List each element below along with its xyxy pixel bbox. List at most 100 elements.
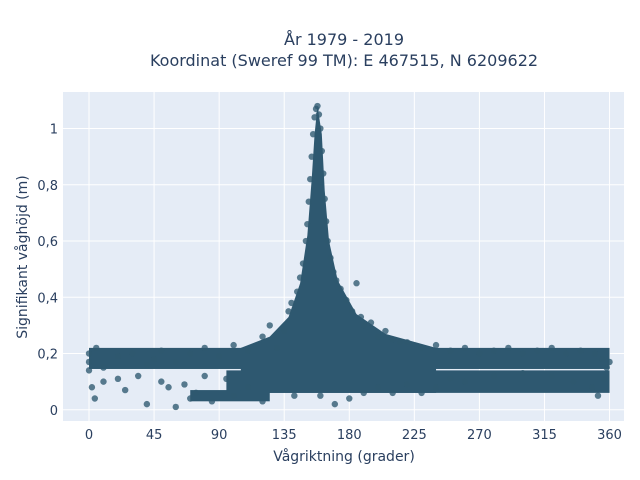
scatter-point (208, 398, 216, 405)
scatter-point (192, 389, 200, 397)
scatter-point (318, 147, 326, 155)
scatter-point (337, 285, 344, 293)
scatter-point (302, 237, 310, 245)
chart-title: År 1979 - 2019 (284, 30, 404, 49)
y-tick-label: 1 (50, 123, 58, 138)
scatter-point (85, 350, 93, 357)
scatter-point (317, 392, 324, 399)
scatter-point (223, 375, 230, 383)
x-tick-label: 0 (85, 428, 93, 443)
scatter-point (327, 254, 334, 262)
scatter-point (367, 319, 375, 326)
scatter-point (382, 327, 389, 335)
scatter-point (305, 198, 312, 205)
scatter-point (603, 364, 610, 371)
scatter-point (114, 353, 122, 360)
scatter-point (375, 384, 382, 391)
scatter-point (230, 392, 237, 399)
scatter-point (577, 347, 584, 354)
scatter-point (281, 327, 288, 335)
scatter-point (244, 347, 252, 354)
scatter-point (134, 372, 142, 380)
x-axis-title: Vågriktning (grader) (273, 448, 415, 465)
scatter-point (304, 220, 311, 228)
scatter-point (490, 347, 498, 354)
scatter-point (360, 389, 367, 397)
scatter-point (158, 378, 165, 385)
scatter-point (505, 344, 512, 352)
scatter-point (461, 378, 469, 385)
scatter-point (143, 400, 151, 408)
y-axis-title: Signifikant våghöjd (m) (14, 175, 31, 338)
scatter-point (588, 384, 596, 391)
y-tick-label: 0,6 (37, 235, 58, 250)
scatter-point (121, 386, 129, 394)
x-tick-label: 270 (467, 428, 492, 443)
scatter-point (187, 395, 194, 402)
scatter-point (600, 375, 607, 383)
scatter-point (432, 384, 440, 391)
x-tick-label: 225 (402, 428, 427, 443)
scatter-point (172, 403, 179, 411)
scatter-point (181, 381, 188, 388)
scatter-point (288, 299, 295, 307)
scatter-point (570, 378, 577, 385)
x-tick-label: 315 (532, 428, 557, 443)
scatter-point (432, 341, 440, 349)
x-tick-label: 135 (272, 428, 297, 443)
scatter-point (294, 288, 301, 295)
scatter-point (357, 313, 365, 321)
y-tick-label: 0,2 (37, 348, 58, 363)
x-tick-label: 45 (146, 428, 163, 443)
scatter-point (375, 333, 382, 340)
scatter-point (331, 400, 339, 408)
scatter-point (273, 344, 281, 352)
scatter-point (100, 378, 107, 385)
scatter-point (314, 102, 321, 110)
scatter-point (244, 384, 252, 391)
scatter-point (360, 322, 367, 329)
scatter-point (158, 347, 165, 354)
scatter-point (353, 280, 360, 287)
y-axis-ticks: 0 0,2 0,4 0,6 0,8 1 (37, 123, 58, 419)
horizontal-band-bottom (190, 390, 270, 402)
scatter-point (259, 333, 266, 340)
scatter-point (447, 347, 454, 354)
scatter-point (389, 336, 396, 343)
scatter-point (315, 111, 323, 118)
scatter-point (599, 355, 606, 363)
scatter-point (129, 350, 136, 357)
chart-subtitle: Koordinat (Sweref 99 TM): E 467515, N 62… (150, 51, 538, 70)
x-tick-label: 360 (597, 428, 622, 443)
scatter-point (346, 395, 353, 402)
scatter-point (308, 153, 315, 160)
scatter-point (343, 296, 350, 304)
scatter-point (187, 350, 194, 357)
scatter-point (201, 372, 208, 380)
scatter-point (172, 358, 179, 366)
scatter-point (91, 395, 99, 402)
x-tick-label: 180 (337, 428, 362, 443)
scatter-point (606, 358, 613, 366)
scatter-point (299, 260, 307, 267)
scatter-point (490, 372, 498, 380)
scatter-point (230, 341, 237, 349)
scatter-point (88, 384, 96, 391)
scatter-point (562, 350, 570, 357)
scatter-point (320, 170, 327, 177)
scatter-point (403, 339, 411, 346)
scatter-point (403, 381, 411, 388)
scatter-point (285, 308, 292, 315)
scatter-point (418, 389, 425, 397)
scatter-point (461, 344, 469, 352)
scatter-point (296, 274, 304, 281)
scatter-point (322, 218, 330, 225)
scatter-point (594, 392, 602, 399)
scatter-point (100, 364, 107, 371)
scatter-point (519, 369, 526, 377)
scatter-point (333, 277, 340, 284)
scatter-point (291, 392, 298, 399)
scatter-point (591, 350, 599, 357)
scatter-point (215, 353, 223, 360)
